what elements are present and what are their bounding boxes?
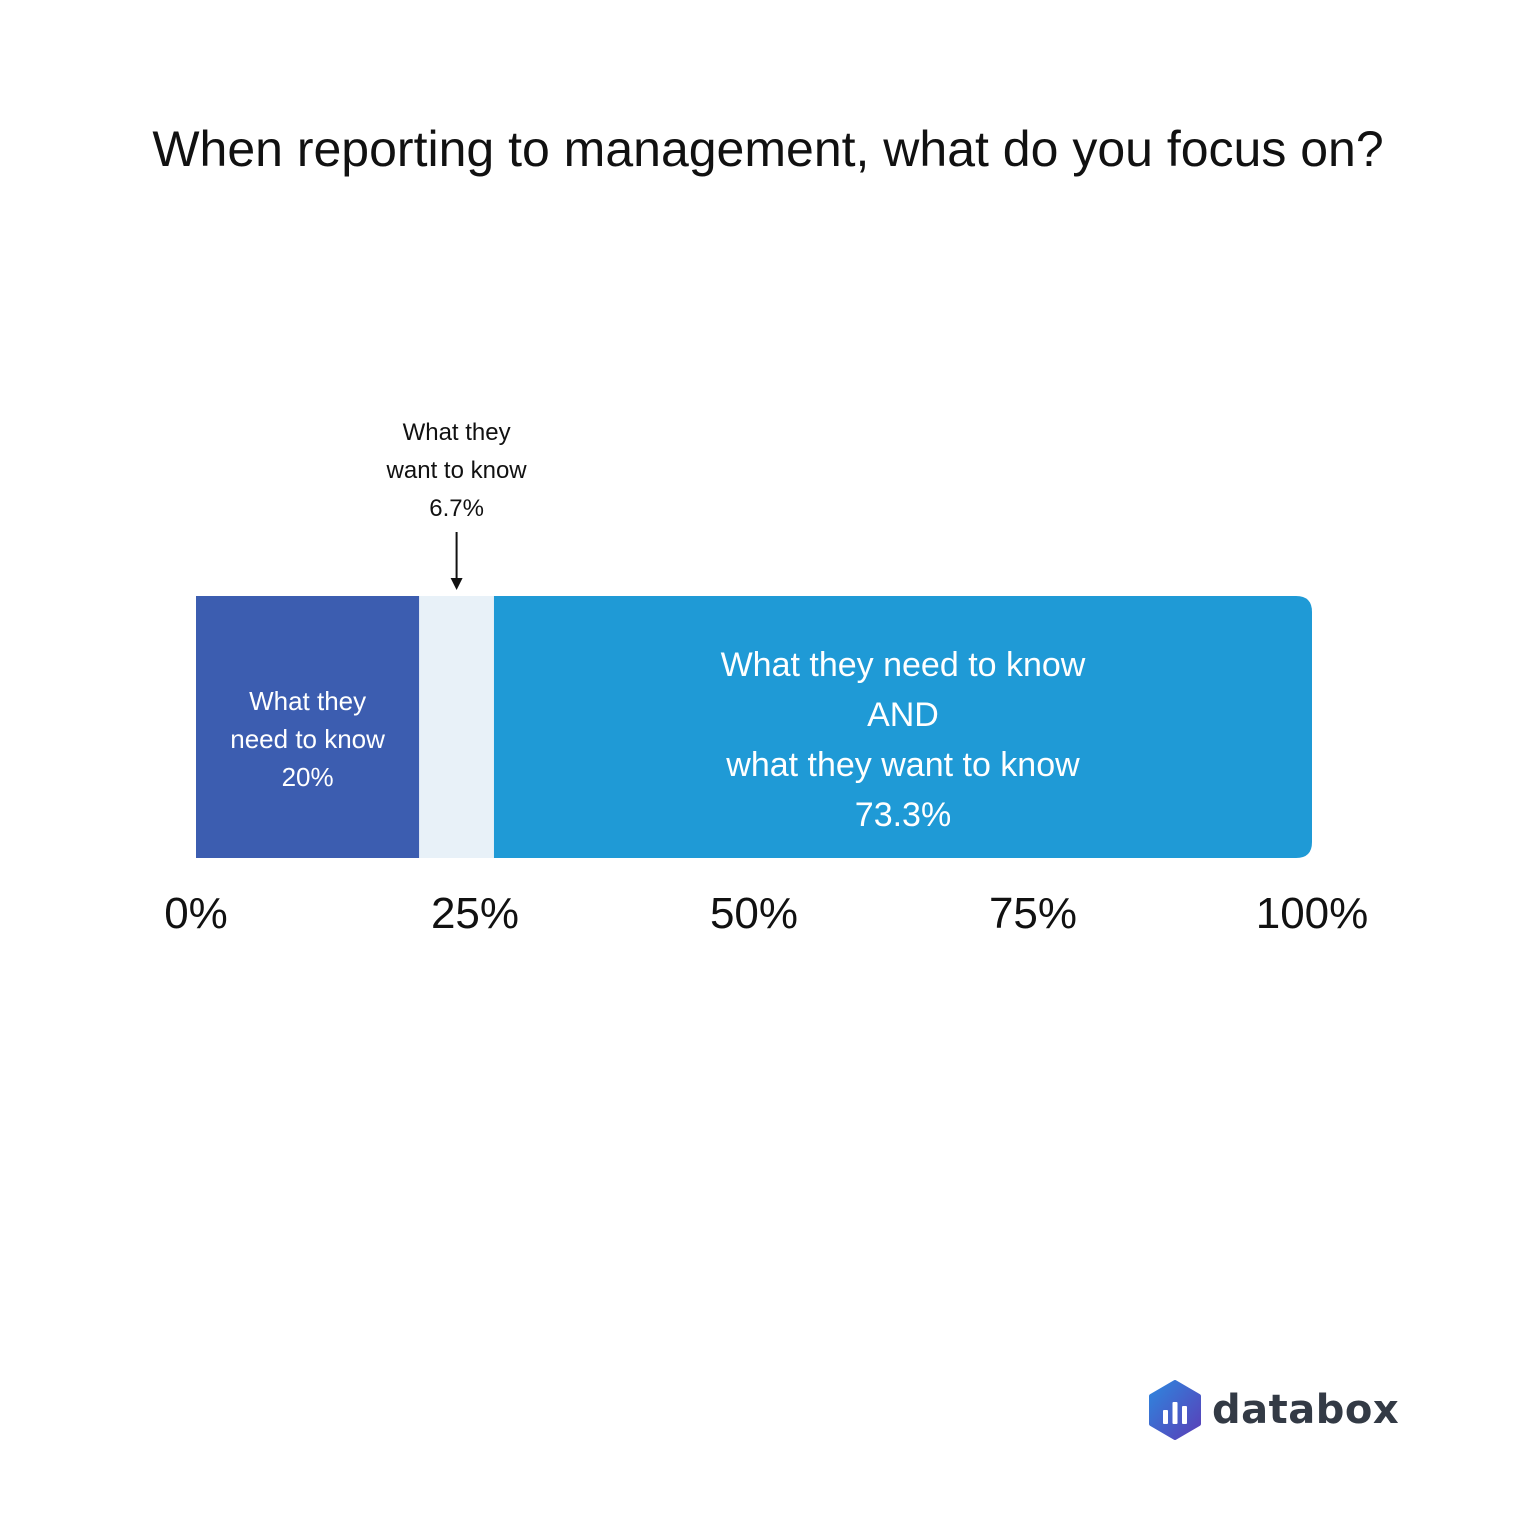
- segment-labels: What they need to know 20% What they want to…: [230, 419, 1086, 834]
- bar-segment-3: [493, 596, 1312, 858]
- segment-1-label-line: 20%: [282, 762, 334, 792]
- bar-segment-1: [196, 596, 420, 858]
- segment-1-label-line: What they: [249, 686, 366, 716]
- segment-3-label-line: What they need to know: [721, 646, 1086, 684]
- segment-1-label-line: need to know: [230, 724, 385, 754]
- brand-name: databox: [1212, 1387, 1400, 1433]
- chart-title: When reporting to management, what do yo…: [152, 121, 1384, 177]
- bar-segments: [196, 596, 1312, 858]
- segment-3-label-line: 73.3%: [855, 796, 951, 834]
- x-tick-label: 50%: [710, 889, 798, 938]
- x-tick-label: 25%: [431, 889, 519, 938]
- segment-2-label-line: want to know: [386, 457, 528, 484]
- databox-hexagon-icon: [1149, 1380, 1201, 1440]
- brand-logo: databox: [1148, 1378, 1399, 1442]
- segment-2-label-line: What they: [403, 419, 511, 446]
- x-tick-label: 100%: [1256, 889, 1369, 938]
- callout-arrow-head: [450, 578, 463, 590]
- segment-2-label-line: 6.7%: [429, 495, 484, 522]
- segment-3-label-line: AND: [867, 696, 939, 734]
- bar-segment-2: [419, 596, 494, 858]
- x-tick-label: 0%: [164, 889, 228, 938]
- segment-3-label-line: what they want to know: [725, 746, 1080, 784]
- x-tick-label: 75%: [989, 889, 1077, 938]
- x-axis-ticks: 0% 25% 50% 75% 100%: [164, 889, 1368, 938]
